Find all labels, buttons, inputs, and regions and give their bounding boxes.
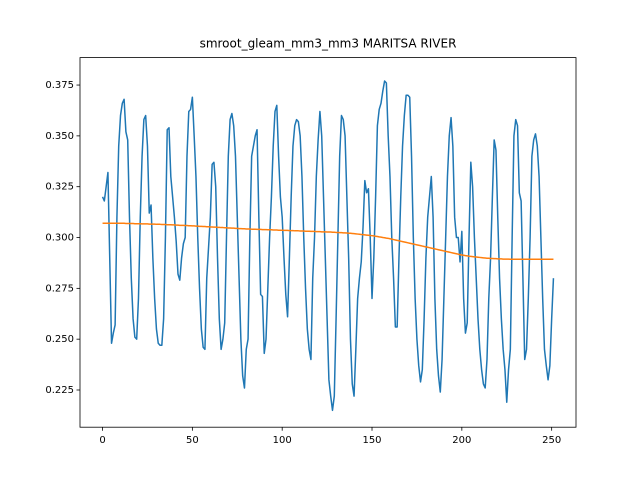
data-line	[102, 222, 554, 261]
x-tick-label: 200	[452, 435, 471, 446]
x-tick-label: 250	[542, 435, 561, 446]
y-tick-label: 0.275	[45, 283, 74, 294]
y-tick-label: 0.375	[45, 80, 74, 91]
y-tick-label: 0.225	[45, 385, 74, 396]
plot-frame	[79, 57, 577, 428]
x-tick-label: 50	[186, 435, 199, 446]
x-tick-label: 0	[99, 435, 105, 446]
y-tick-label: 0.300	[45, 233, 74, 244]
y-tick-label: 0.250	[45, 334, 74, 345]
x-tick-label: 100	[273, 435, 292, 446]
x-tick-label: 150	[362, 435, 381, 446]
y-tick-label: 0.350	[45, 131, 74, 142]
chart-title: smroot_gleam_mm3_mm3 MARITSA RIVER	[200, 37, 457, 51]
data-line	[101, 80, 555, 412]
y-tick-label: 0.325	[45, 182, 74, 193]
